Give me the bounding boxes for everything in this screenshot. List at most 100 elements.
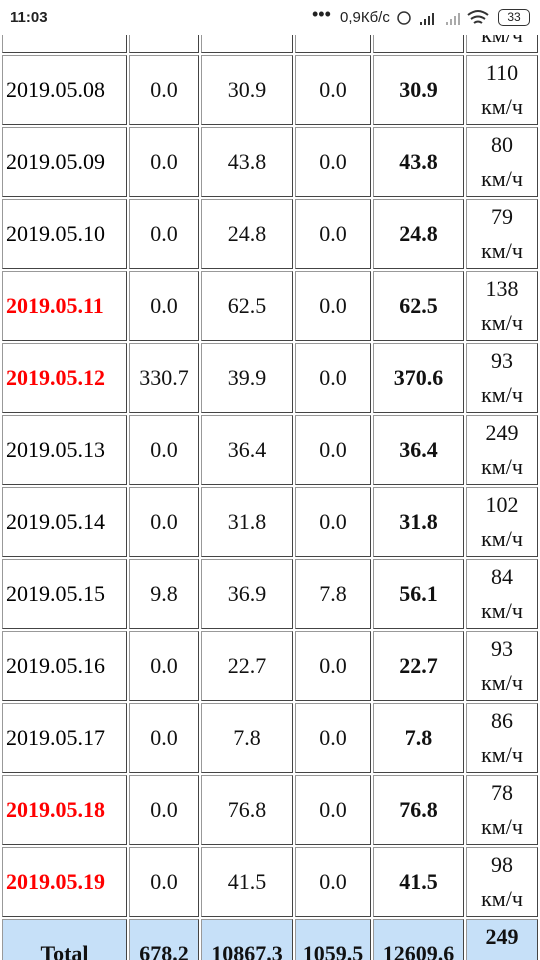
- time: 11:03: [10, 9, 48, 26]
- value-cell: 30.9: [201, 55, 293, 125]
- total-cell: 56.1: [373, 559, 464, 629]
- value-cell: 0.0: [295, 487, 371, 557]
- table-row: км/ч: [2, 35, 538, 53]
- speed-cell: км/ч: [466, 35, 538, 53]
- value-cell: 0.0: [295, 343, 371, 413]
- value-cell: 0.0: [129, 703, 199, 773]
- battery: 33: [498, 9, 530, 26]
- total-cell: 24.8: [373, 199, 464, 269]
- value-cell: 0.0: [129, 775, 199, 845]
- value-cell: 0.0: [295, 271, 371, 341]
- table-cell: [129, 35, 199, 53]
- table-row: 2019.05.18 0.0 76.8 0.0 76.8 78 км/ч: [2, 775, 538, 845]
- speed-cell: 93 км/ч: [466, 631, 538, 701]
- value-cell: 0.0: [129, 271, 199, 341]
- value-cell: 36.9: [201, 559, 293, 629]
- value-cell: 0.0: [129, 631, 199, 701]
- value-cell: 0.0: [295, 199, 371, 269]
- value-cell: 0.0: [129, 127, 199, 197]
- total-cell: 41.5: [373, 847, 464, 917]
- table-row: 2019.05.15 9.8 36.9 7.8 56.1 84 км/ч: [2, 559, 538, 629]
- value-cell: 0.0: [129, 847, 199, 917]
- value-cell: 7.8: [295, 559, 371, 629]
- date-cell: 2019.05.15: [2, 559, 127, 629]
- value-cell: 31.8: [201, 487, 293, 557]
- total-cell: 7.8: [373, 703, 464, 773]
- value-cell: 0.0: [295, 631, 371, 701]
- network-speed: 0,9Кб/с: [340, 9, 390, 26]
- speed-cell: 78 км/ч: [466, 775, 538, 845]
- speed-cell: 84 км/ч: [466, 559, 538, 629]
- value-cell: 22.7: [201, 631, 293, 701]
- value-cell: 43.8: [201, 127, 293, 197]
- table-cell: [373, 35, 464, 53]
- value-cell: 678.2: [129, 919, 199, 960]
- total-cell: 12609.6: [373, 919, 464, 960]
- value-cell: 0.0: [295, 847, 371, 917]
- total-cell: 22.7: [373, 631, 464, 701]
- speed-cell: 86 км/ч: [466, 703, 538, 773]
- table-row: 2019.05.11 0.0 62.5 0.0 62.5 138 км/ч: [2, 271, 538, 341]
- value-cell: 9.8: [129, 559, 199, 629]
- value-cell: 76.8: [201, 775, 293, 845]
- table-row: 2019.05.16 0.0 22.7 0.0 22.7 93 км/ч: [2, 631, 538, 701]
- value-cell: 0.0: [129, 487, 199, 557]
- status-icons: [397, 10, 489, 25]
- date-cell: 2019.05.16: [2, 631, 127, 701]
- date-cell: 2019.05.09: [2, 127, 127, 197]
- dots: •••: [312, 4, 331, 24]
- table-row: 2019.05.12 330.7 39.9 0.0 370.6 93 км/ч: [2, 343, 538, 413]
- value-cell: 0.0: [295, 127, 371, 197]
- date-cell: 2019.05.13: [2, 415, 127, 485]
- table-row: 2019.05.14 0.0 31.8 0.0 31.8 102 км/ч: [2, 487, 538, 557]
- date-cell: 2019.05.17: [2, 703, 127, 773]
- date-cell: 2019.05.08: [2, 55, 127, 125]
- date-cell: Total: [2, 919, 127, 960]
- speed-cell: 80 км/ч: [466, 127, 538, 197]
- table-row: 2019.05.09 0.0 43.8 0.0 43.8 80 км/ч: [2, 127, 538, 197]
- total-cell: 370.6: [373, 343, 464, 413]
- date-cell: 2019.05.14: [2, 487, 127, 557]
- total-cell: 62.5: [373, 271, 464, 341]
- value-cell: 0.0: [129, 415, 199, 485]
- speed-cell: 249 км/ч: [466, 415, 538, 485]
- total-cell: 36.4: [373, 415, 464, 485]
- date-cell: 2019.05.12: [2, 343, 127, 413]
- speed-cell: 93 км/ч: [466, 343, 538, 413]
- value-cell: 41.5: [201, 847, 293, 917]
- value-cell: 39.9: [201, 343, 293, 413]
- table-cell: [295, 35, 371, 53]
- table-row: 2019.05.17 0.0 7.8 0.0 7.8 86 км/ч: [2, 703, 538, 773]
- status-bar: 11:03 ••• 0,9Кб/с 33: [0, 0, 540, 35]
- total-cell: 30.9: [373, 55, 464, 125]
- value-cell: 0.0: [295, 775, 371, 845]
- value-cell: 0.0: [295, 55, 371, 125]
- value-cell: 1059.5: [295, 919, 371, 960]
- speed-cell: 98 км/ч: [466, 847, 538, 917]
- table-row: 2019.05.19 0.0 41.5 0.0 41.5 98 км/ч: [2, 847, 538, 917]
- speed-cell: 102 км/ч: [466, 487, 538, 557]
- value-cell: 7.8: [201, 703, 293, 773]
- date-cell: 2019.05.18: [2, 775, 127, 845]
- date-cell: 2019.05.19: [2, 847, 127, 917]
- value-cell: 0.0: [129, 55, 199, 125]
- speed-cell: 79 км/ч: [466, 199, 538, 269]
- date-cell: 2019.05.11: [2, 271, 127, 341]
- speed-cell: 249 км/ч: [466, 919, 538, 960]
- table-row: 2019.05.08 0.0 30.9 0.0 30.9 110 км/ч: [2, 55, 538, 125]
- date-cell: 2019.05.10: [2, 199, 127, 269]
- value-cell: 0.0: [129, 199, 199, 269]
- total-cell: 43.8: [373, 127, 464, 197]
- table-cell: [201, 35, 293, 53]
- value-cell: 62.5: [201, 271, 293, 341]
- speed-cell: 138 км/ч: [466, 271, 538, 341]
- value-cell: 0.0: [295, 415, 371, 485]
- total-cell: 76.8: [373, 775, 464, 845]
- value-cell: 330.7: [129, 343, 199, 413]
- total-cell: 31.8: [373, 487, 464, 557]
